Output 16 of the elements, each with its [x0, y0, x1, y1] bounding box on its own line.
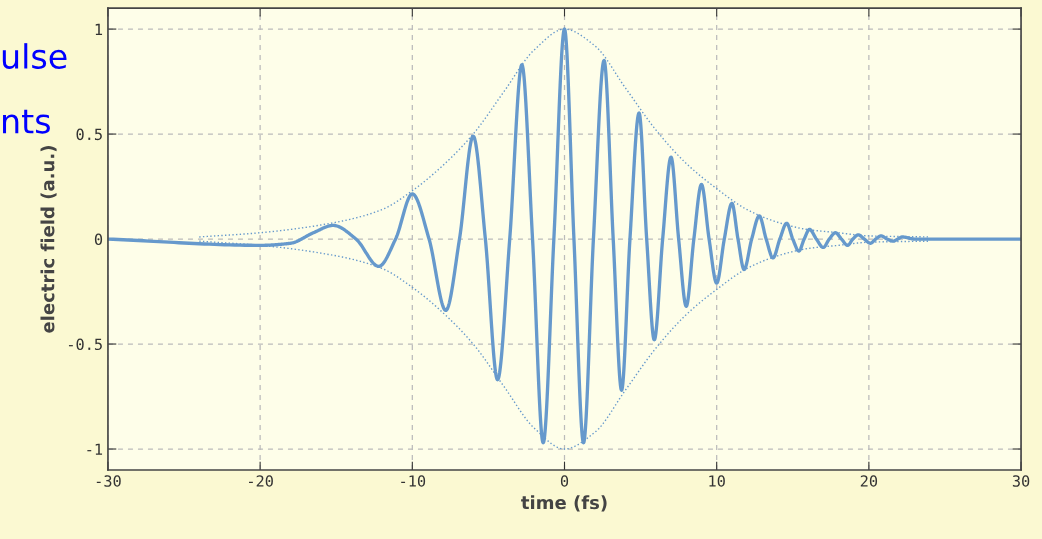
x-tick-label: 30	[1012, 475, 1030, 487]
x-tick-label: 10	[709, 475, 725, 487]
x-tick-label: 20	[860, 475, 878, 487]
y-tick-label: -1	[87, 443, 103, 455]
x-tick-label: 0	[560, 475, 569, 487]
x-tick-label: -10	[401, 475, 426, 487]
text: nts	[3, 109, 50, 134]
x-tick-label: -30	[96, 475, 121, 487]
y-tick-label: -0.5	[68, 338, 102, 351]
y-tick-label: 1	[95, 23, 103, 35]
y-axis-title: electric field (a.u.)	[40, 146, 57, 333]
x-axis-title: time (fs)	[521, 495, 607, 512]
y-tick-label: 0.5	[76, 128, 102, 141]
text: ulse	[2, 43, 67, 69]
y-tick-label: 0	[94, 233, 103, 246]
x-tick-label: -20	[249, 475, 273, 487]
